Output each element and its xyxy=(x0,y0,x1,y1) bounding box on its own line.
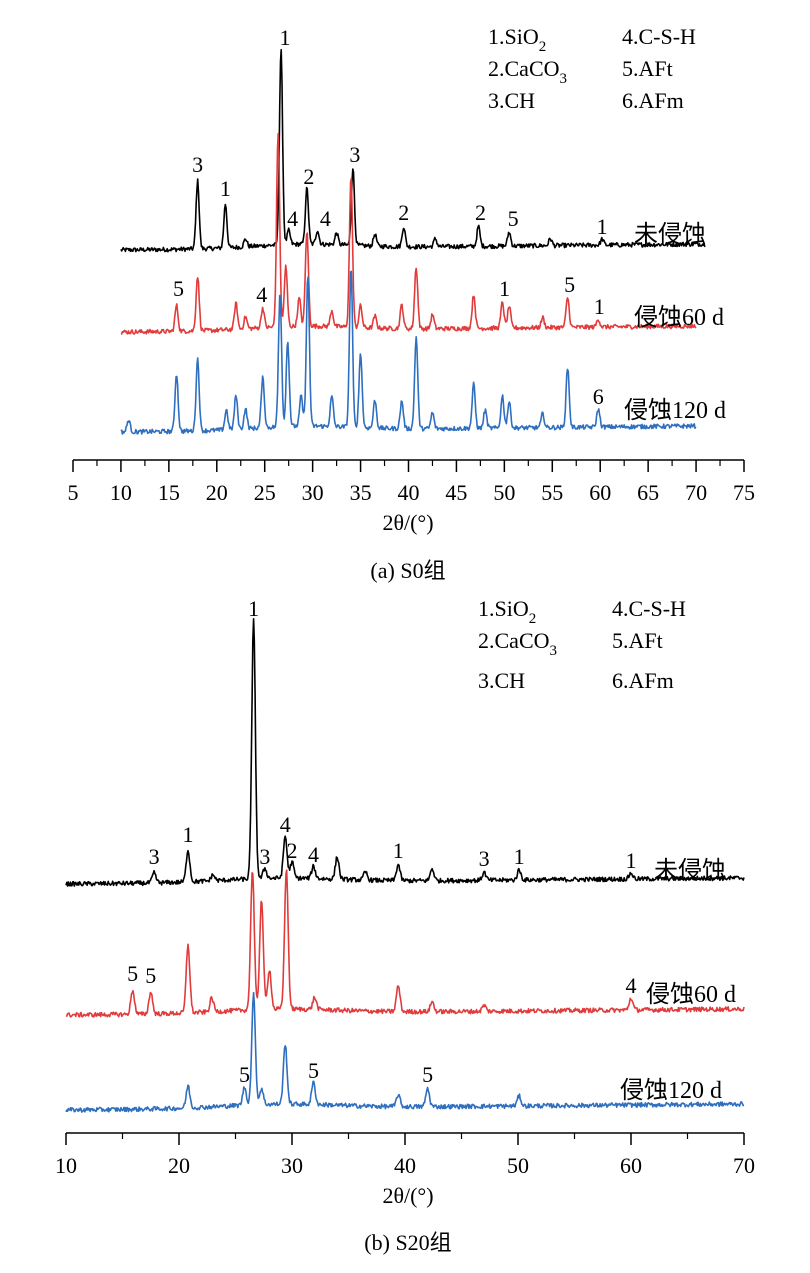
peak-label: 1 xyxy=(393,838,404,863)
legend-entry: 2.CaCO3 xyxy=(478,628,557,659)
peak-label: 3 xyxy=(349,142,360,167)
peak-label: 3 xyxy=(479,846,490,871)
peak-label: 2 xyxy=(475,200,486,225)
legend-entry: 5.AFt xyxy=(622,56,673,81)
series-line-2 xyxy=(120,270,697,435)
x-tick-label: 65 xyxy=(637,480,659,505)
series-line-0 xyxy=(120,48,706,253)
peak-label: 4 xyxy=(256,282,267,307)
legend-entry: 2.CaCO3 xyxy=(488,56,567,87)
peak-label: 1 xyxy=(183,822,194,847)
x-tick-label: 45 xyxy=(445,480,467,505)
peak-label: 1 xyxy=(514,844,525,869)
chart-caption: (a) S0组 xyxy=(370,558,445,583)
x-tick-label: 10 xyxy=(55,1153,77,1178)
peak-label: 1 xyxy=(594,294,605,319)
x-tick-label: 40 xyxy=(394,1153,416,1178)
series-line-0 xyxy=(65,618,745,887)
peak-label: 5 xyxy=(145,963,156,988)
x-tick-label: 55 xyxy=(541,480,563,505)
peak-label: 1 xyxy=(280,25,291,50)
peak-label: 2 xyxy=(303,164,314,189)
x-tick-label: 15 xyxy=(158,480,180,505)
chart-panel-s20: 10 20 30 40 50 60 70 2θ/(°) (b) S20组 1.SiO22.CaCO… xyxy=(55,596,755,1255)
series-label: 侵蚀60 d xyxy=(634,304,724,331)
legend-entry: 4.C-S-H xyxy=(612,596,686,621)
peak-label: 5 xyxy=(239,1062,250,1087)
x-tick-label: 25 xyxy=(254,480,276,505)
legend-entry: 4.C-S-H xyxy=(622,24,696,49)
x-tick-label: 50 xyxy=(507,1153,529,1178)
legend-subscript: 2 xyxy=(529,611,537,627)
x-tick-label: 20 xyxy=(206,480,228,505)
peak-label: 5 xyxy=(564,272,575,297)
series-label: 侵蚀120 d xyxy=(620,1077,722,1104)
x-tick-label: 5 xyxy=(68,480,79,505)
legend-entry: 5.AFt xyxy=(612,628,663,653)
x-tick-label: 10 xyxy=(110,480,132,505)
x-tick-label: 40 xyxy=(398,480,420,505)
series-line-2 xyxy=(65,991,745,1113)
x-tick-label: 30 xyxy=(302,480,324,505)
series-label: 侵蚀60 d xyxy=(646,981,736,1008)
peak-label: 4 xyxy=(287,206,298,231)
peak-label: 5 xyxy=(173,276,184,301)
x-tick-label: 35 xyxy=(350,480,372,505)
x-tick-label: 60 xyxy=(589,480,611,505)
x-tick-label: 75 xyxy=(733,480,755,505)
peak-label: 1 xyxy=(220,176,231,201)
peak-label: 2 xyxy=(287,838,298,863)
legend-entry: 3.CH xyxy=(488,88,535,113)
peak-label: 5 xyxy=(308,1058,319,1083)
legend-entry: 1.SiO2 xyxy=(478,596,536,627)
legend-entry: 3.CH xyxy=(478,668,525,693)
peak-label: 1 xyxy=(499,276,510,301)
x-tick-label: 50 xyxy=(493,480,515,505)
x-tick-label: 70 xyxy=(733,1153,755,1178)
legend-subscript: 3 xyxy=(560,71,568,87)
peak-label: 3 xyxy=(259,844,270,869)
peak-label: 1 xyxy=(597,214,608,239)
series-label: 侵蚀120 d xyxy=(624,397,726,424)
x-tick-label: 30 xyxy=(281,1153,303,1178)
legend-subscript: 3 xyxy=(550,643,558,659)
peak-label: 5 xyxy=(508,206,519,231)
peak-label: 4 xyxy=(280,812,291,837)
chart-caption: (b) S20组 xyxy=(364,1230,451,1255)
x-tick-label: 20 xyxy=(168,1153,190,1178)
x-axis-title: 2θ/(°) xyxy=(382,1183,433,1208)
series-line-1 xyxy=(65,869,745,1018)
legend-entry: 1.SiO2 xyxy=(488,24,546,55)
series-label: 未侵蚀 xyxy=(654,857,726,884)
series-line-1 xyxy=(120,132,697,335)
peak-label: 3 xyxy=(192,152,203,177)
series-label: 未侵蚀 xyxy=(634,221,706,248)
peak-label: 1 xyxy=(626,848,637,873)
peak-label: 5 xyxy=(422,1062,433,1087)
x-axis-title: 2θ/(°) xyxy=(382,510,433,535)
peak-label: 1 xyxy=(248,596,259,621)
x-tick-label: 60 xyxy=(620,1153,642,1178)
peak-label: 2 xyxy=(398,200,409,225)
peak-label: 4 xyxy=(626,973,637,998)
peak-label: 5 xyxy=(127,961,138,986)
peak-label: 6 xyxy=(593,384,604,409)
peak-label: 4 xyxy=(320,206,331,231)
peak-label: 4 xyxy=(308,842,319,867)
legend-entry: 6.AFm xyxy=(612,668,674,693)
x-tick-label: 70 xyxy=(685,480,707,505)
legend-entry: 6.AFm xyxy=(622,88,684,113)
legend-subscript: 2 xyxy=(539,39,547,55)
peak-label: 3 xyxy=(149,844,160,869)
